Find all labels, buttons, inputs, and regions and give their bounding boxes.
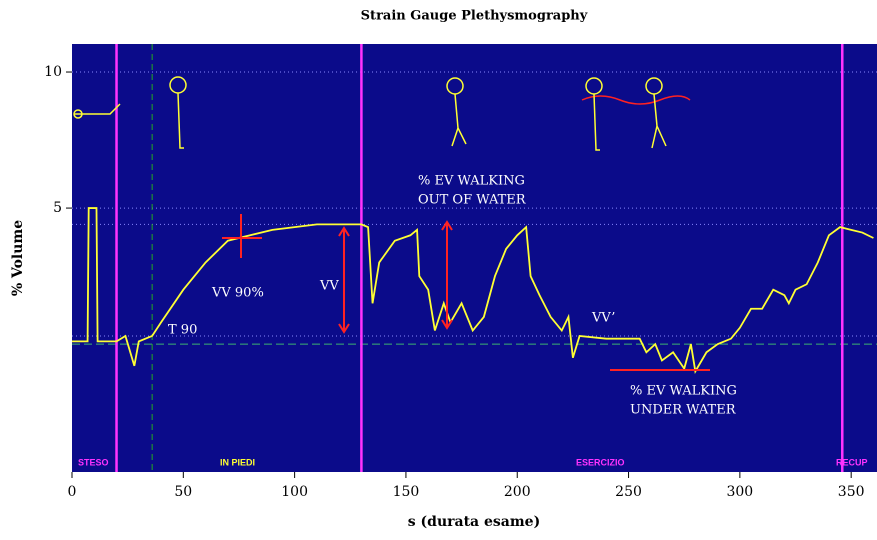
stick-figures <box>73 76 667 151</box>
annotation: % EV WALKING <box>630 384 737 399</box>
decorations <box>73 76 710 371</box>
x-tick-label: 300 <box>726 484 753 500</box>
phase-label: RECUP <box>836 457 868 467</box>
y-tick-label: 10 <box>44 64 62 80</box>
x-tick-label: 250 <box>615 484 642 500</box>
annotation: VV <box>319 279 339 294</box>
chart-title: Strain Gauge Plethysmography <box>361 9 588 24</box>
annotation: VV’ <box>591 311 615 326</box>
signal-line <box>72 207 874 374</box>
arrows <box>222 95 710 371</box>
phase-label: STESO <box>78 457 109 467</box>
y-tick-label: 5 <box>53 200 62 216</box>
annotation: % EV WALKING <box>418 174 525 189</box>
x-tick-label: 200 <box>504 484 531 500</box>
x-tick-label: 50 <box>174 484 192 500</box>
plot-area <box>72 44 877 472</box>
phase-label: IN PIEDI <box>220 457 255 467</box>
x-tick-label: 350 <box>838 484 865 500</box>
x-axis-label: s (durata esame) <box>408 514 540 530</box>
phase-label: ESERCIZIO <box>576 457 625 467</box>
x-tick-label: 150 <box>393 484 420 500</box>
y-axis-label: % Volume <box>10 220 26 296</box>
annotation: UNDER WATER <box>630 403 737 418</box>
annotation: T 90 <box>168 323 197 338</box>
annotation: OUT OF WATER <box>418 193 527 208</box>
annotation: VV 90% <box>211 286 264 301</box>
x-tick-label: 100 <box>281 484 308 500</box>
x-tick-label: 0 <box>68 484 77 500</box>
